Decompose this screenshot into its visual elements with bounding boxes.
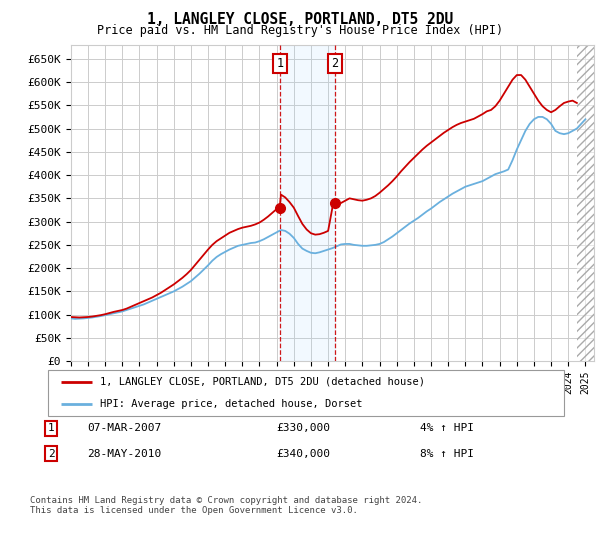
Text: 1: 1 — [47, 423, 55, 433]
Text: HPI: Average price, detached house, Dorset: HPI: Average price, detached house, Dors… — [100, 399, 362, 409]
Text: 2: 2 — [331, 57, 338, 70]
Text: 1, LANGLEY CLOSE, PORTLAND, DT5 2DU: 1, LANGLEY CLOSE, PORTLAND, DT5 2DU — [147, 12, 453, 27]
Text: 1, LANGLEY CLOSE, PORTLAND, DT5 2DU (detached house): 1, LANGLEY CLOSE, PORTLAND, DT5 2DU (det… — [100, 376, 425, 386]
Text: £340,000: £340,000 — [276, 449, 330, 459]
Text: £330,000: £330,000 — [276, 423, 330, 433]
Text: 8% ↑ HPI: 8% ↑ HPI — [420, 449, 474, 459]
Text: 2: 2 — [47, 449, 55, 459]
Text: Price paid vs. HM Land Registry's House Price Index (HPI): Price paid vs. HM Land Registry's House … — [97, 24, 503, 37]
Text: Contains HM Land Registry data © Crown copyright and database right 2024.
This d: Contains HM Land Registry data © Crown c… — [30, 496, 422, 515]
Text: 07-MAR-2007: 07-MAR-2007 — [87, 423, 161, 433]
FancyBboxPatch shape — [48, 370, 564, 416]
Text: 4% ↑ HPI: 4% ↑ HPI — [420, 423, 474, 433]
Text: 1: 1 — [276, 57, 283, 70]
Bar — [280, 45, 335, 361]
Text: 28-MAY-2010: 28-MAY-2010 — [87, 449, 161, 459]
